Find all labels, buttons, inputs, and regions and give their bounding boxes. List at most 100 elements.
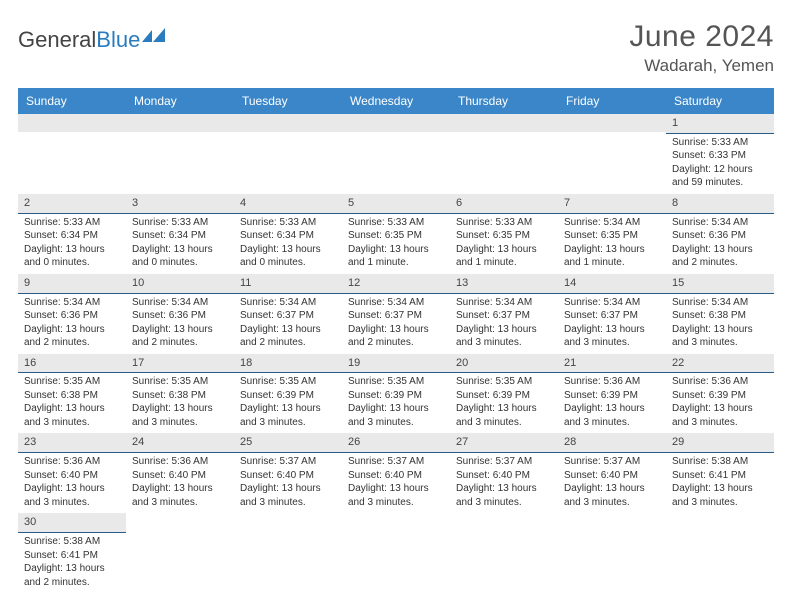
calendar-cell <box>558 513 666 593</box>
calendar-table: Sunday Monday Tuesday Wednesday Thursday… <box>18 88 774 593</box>
sunrise-text: Sunrise: 5:33 AM <box>24 216 120 230</box>
sunrise-text: Sunrise: 5:36 AM <box>672 375 768 389</box>
day-number: 29 <box>666 433 774 453</box>
sunset-text: Sunset: 6:37 PM <box>240 309 336 323</box>
day-header: Thursday <box>450 88 558 114</box>
day-number: 5 <box>342 194 450 214</box>
sunset-text: Sunset: 6:34 PM <box>132 229 228 243</box>
sunrise-text: Sunrise: 5:35 AM <box>456 375 552 389</box>
daylight-text: Daylight: 13 hours and 3 minutes. <box>456 482 552 509</box>
daylight-text: Daylight: 13 hours and 3 minutes. <box>456 402 552 429</box>
day-number: 28 <box>558 433 666 453</box>
sunrise-text: Sunrise: 5:33 AM <box>240 216 336 230</box>
calendar-cell <box>126 114 234 194</box>
sunrise-text: Sunrise: 5:35 AM <box>240 375 336 389</box>
sunrise-text: Sunrise: 5:38 AM <box>24 535 120 549</box>
calendar-cell: 6Sunrise: 5:33 AMSunset: 6:35 PMDaylight… <box>450 194 558 274</box>
daylight-text: Daylight: 13 hours and 3 minutes. <box>132 482 228 509</box>
day-number: 17 <box>126 354 234 374</box>
calendar-cell <box>450 114 558 194</box>
day-number: 13 <box>450 274 558 294</box>
day-number: 24 <box>126 433 234 453</box>
daylight-text: Daylight: 13 hours and 3 minutes. <box>672 402 768 429</box>
calendar-cell: 13Sunrise: 5:34 AMSunset: 6:37 PMDayligh… <box>450 274 558 354</box>
sunrise-text: Sunrise: 5:36 AM <box>132 455 228 469</box>
sunset-text: Sunset: 6:35 PM <box>456 229 552 243</box>
calendar-cell: 5Sunrise: 5:33 AMSunset: 6:35 PMDaylight… <box>342 194 450 274</box>
calendar-cell: 23Sunrise: 5:36 AMSunset: 6:40 PMDayligh… <box>18 433 126 513</box>
day-header: Friday <box>558 88 666 114</box>
daylight-text: Daylight: 13 hours and 3 minutes. <box>348 482 444 509</box>
daylight-text: Daylight: 13 hours and 0 minutes. <box>240 243 336 270</box>
sunrise-text: Sunrise: 5:34 AM <box>348 296 444 310</box>
calendar-cell: 9Sunrise: 5:34 AMSunset: 6:36 PMDaylight… <box>18 274 126 354</box>
day-header: Wednesday <box>342 88 450 114</box>
calendar-week-row: 2Sunrise: 5:33 AMSunset: 6:34 PMDaylight… <box>18 194 774 274</box>
daylight-text: Daylight: 13 hours and 3 minutes. <box>24 482 120 509</box>
day-number: 4 <box>234 194 342 214</box>
day-number: 8 <box>666 194 774 214</box>
daylight-text: Daylight: 13 hours and 3 minutes. <box>24 402 120 429</box>
daylight-text: Daylight: 13 hours and 2 minutes. <box>348 323 444 350</box>
calendar-cell <box>342 114 450 194</box>
logo-text-general: General <box>18 27 96 53</box>
day-number: 19 <box>342 354 450 374</box>
sunrise-text: Sunrise: 5:38 AM <box>672 455 768 469</box>
sunset-text: Sunset: 6:41 PM <box>672 469 768 483</box>
daylight-text: Daylight: 13 hours and 3 minutes. <box>564 323 660 350</box>
sunrise-text: Sunrise: 5:37 AM <box>564 455 660 469</box>
sunrise-text: Sunrise: 5:34 AM <box>672 216 768 230</box>
calendar-cell: 16Sunrise: 5:35 AMSunset: 6:38 PMDayligh… <box>18 354 126 434</box>
sunset-text: Sunset: 6:39 PM <box>564 389 660 403</box>
daylight-text: Daylight: 13 hours and 3 minutes. <box>456 323 552 350</box>
sunrise-text: Sunrise: 5:35 AM <box>24 375 120 389</box>
calendar-week-row: 30Sunrise: 5:38 AMSunset: 6:41 PMDayligh… <box>18 513 774 593</box>
sunset-text: Sunset: 6:34 PM <box>24 229 120 243</box>
header: GeneralBlue June 2024 Wadarah, Yemen <box>18 20 774 76</box>
daylight-text: Daylight: 13 hours and 2 minutes. <box>240 323 336 350</box>
empty-day <box>558 114 666 132</box>
sunrise-text: Sunrise: 5:33 AM <box>348 216 444 230</box>
sunrise-text: Sunrise: 5:34 AM <box>564 216 660 230</box>
calendar-cell: 19Sunrise: 5:35 AMSunset: 6:39 PMDayligh… <box>342 354 450 434</box>
calendar-cell: 24Sunrise: 5:36 AMSunset: 6:40 PMDayligh… <box>126 433 234 513</box>
sunset-text: Sunset: 6:33 PM <box>672 149 768 163</box>
sunrise-text: Sunrise: 5:37 AM <box>348 455 444 469</box>
sunrise-text: Sunrise: 5:34 AM <box>240 296 336 310</box>
daylight-text: Daylight: 13 hours and 3 minutes. <box>132 402 228 429</box>
daylight-text: Daylight: 13 hours and 1 minute. <box>348 243 444 270</box>
day-number: 10 <box>126 274 234 294</box>
calendar-week-row: 23Sunrise: 5:36 AMSunset: 6:40 PMDayligh… <box>18 433 774 513</box>
calendar-cell: 28Sunrise: 5:37 AMSunset: 6:40 PMDayligh… <box>558 433 666 513</box>
calendar-cell: 2 Sunrise: 5:33 AMSunset: 6:34 PMDaylight… <box>18 194 126 274</box>
sunrise-text: Sunrise: 5:33 AM <box>456 216 552 230</box>
calendar-cell <box>342 513 450 593</box>
daylight-text: Daylight: 13 hours and 0 minutes. <box>24 243 120 270</box>
sunset-text: Sunset: 6:35 PM <box>564 229 660 243</box>
day-number: 2 <box>18 194 126 214</box>
calendar-cell <box>558 114 666 194</box>
sunrise-text: Sunrise: 5:34 AM <box>24 296 120 310</box>
calendar-week-row: 1Sunrise: 5:33 AMSunset: 6:33 PMDaylight… <box>18 114 774 194</box>
logo: GeneralBlue <box>18 26 168 54</box>
daylight-text: Daylight: 13 hours and 3 minutes. <box>348 402 444 429</box>
calendar-cell: 29 Sunrise: 5:38 AMSunset: 6:41 PMDayligh… <box>666 433 774 513</box>
day-number: 7 <box>558 194 666 214</box>
daylight-text: Daylight: 13 hours and 2 minutes. <box>24 562 120 589</box>
day-number: 9 <box>18 274 126 294</box>
calendar-cell: 1Sunrise: 5:33 AMSunset: 6:33 PMDaylight… <box>666 114 774 194</box>
empty-day <box>234 114 342 132</box>
day-number: 16 <box>18 354 126 374</box>
day-number: 3 <box>126 194 234 214</box>
calendar-cell: 21Sunrise: 5:36 AMSunset: 6:39 PMDayligh… <box>558 354 666 434</box>
calendar-cell: 26Sunrise: 5:37 AMSunset: 6:40 PMDayligh… <box>342 433 450 513</box>
calendar-week-row: 9Sunrise: 5:34 AMSunset: 6:36 PMDaylight… <box>18 274 774 354</box>
day-number: 14 <box>558 274 666 294</box>
sunset-text: Sunset: 6:36 PM <box>132 309 228 323</box>
sunset-text: Sunset: 6:36 PM <box>672 229 768 243</box>
calendar-cell <box>234 513 342 593</box>
sunrise-text: Sunrise: 5:34 AM <box>132 296 228 310</box>
daylight-text: Daylight: 13 hours and 3 minutes. <box>672 482 768 509</box>
sunset-text: Sunset: 6:39 PM <box>348 389 444 403</box>
sunset-text: Sunset: 6:38 PM <box>672 309 768 323</box>
